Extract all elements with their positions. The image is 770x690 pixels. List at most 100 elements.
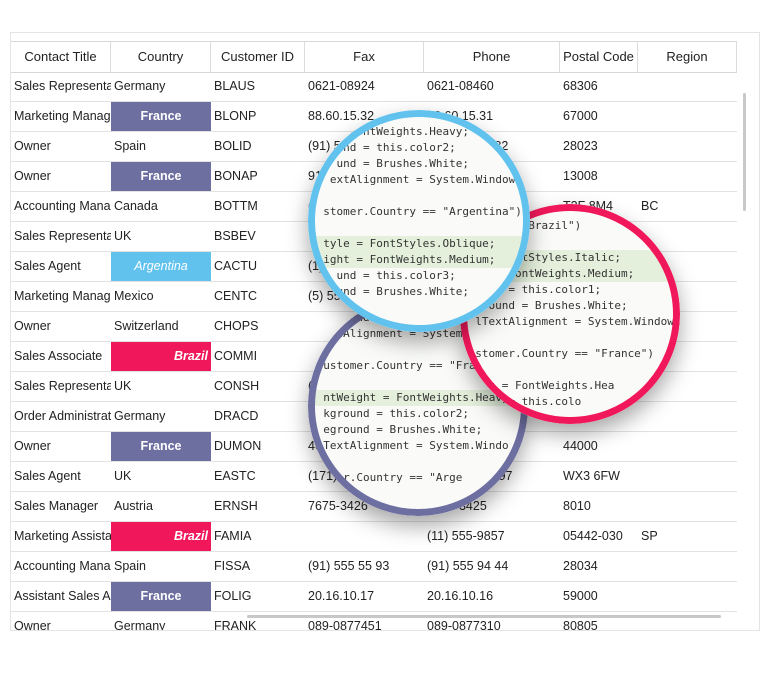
cell-contact-title: Sales Agent [14,469,81,483]
cell-fax: (91) 555 55 93 [308,559,390,573]
column-header-country[interactable]: Country [111,42,211,72]
code-line: und = this.color3; [310,269,456,282]
cell-phone: 20.16.10.16 [427,589,494,603]
cell-country: Spain [114,139,146,153]
code-line: ight = FontWeights.Medium; [308,252,530,268]
cell-contact-title: Owner [14,439,51,453]
cell-customer-id: CONSH [214,379,260,393]
code-line: und = this.colo [462,395,582,408]
table-row[interactable]: Marketing AssistantBrazilFAMIA (11) 555-9… [11,522,737,552]
table-row[interactable]: Owner Germany FRANK 089-0877451 089-0877310 8… [11,612,737,631]
code-line: und = Brushes.White; [310,157,469,170]
cell-country: Austria [114,499,153,513]
cell-country: France [111,162,211,191]
code-line: stomer.Country == "France") [462,347,655,360]
cell-phone: (11) 555-9857 [427,529,505,543]
code-line: eground = Brushes.White; [310,423,483,436]
cell-customer-id: DRACD [214,409,259,423]
cell-customer-id: FOLIG [214,589,252,603]
cell-contact-title: Sales Manager [14,499,99,513]
cell-region [638,72,737,101]
cell-customer-id: BOTTM [214,199,258,213]
cell-region [638,552,737,581]
grid-header-row: Contact Title Country Customer ID Fax Ph… [11,41,737,73]
cell-customer-id: FISSA [214,559,251,573]
code-line: = FontWeights.Heavy; [310,125,469,138]
cell-country: Mexico [114,289,154,303]
cell-postal-code: 8010 [563,499,591,513]
column-header-contact-title[interactable]: Contact Title [11,42,111,72]
cell-customer-id: EASTC [214,469,256,483]
cell-postal-code: 59000 [563,589,598,603]
cell-country: Brazil [111,342,211,371]
cell-region: SP [641,529,658,543]
cell-customer-id: BONAP [214,169,258,183]
cell-contact-title: Sales Associate [14,349,103,363]
column-header-region[interactable]: Region [638,42,737,72]
cell-contact-title: Owner [14,619,51,631]
cell-fax: 089-0877451 [308,619,382,631]
cell-contact-title: Owner [14,169,51,183]
horizontal-scrollbar[interactable] [247,615,721,618]
cell-contact-title: Sales Agent [14,259,81,273]
cell-contact-title: Order Administrator [14,409,111,423]
table-row[interactable]: Sales RepresentativeGermany BLAUS 0621-089… [11,72,737,102]
cell-postal-code: 13008 [563,169,598,183]
column-header-postal-code[interactable]: Postal Code [560,42,638,72]
cell-region [638,492,737,521]
code-line: tyle = FontStyles.Oblique; [308,236,530,252]
cell-region [638,132,737,161]
cell-customer-id: FRANK [214,619,257,631]
cell-contact-title: Accounting Manager [14,199,111,213]
cell-postal-code: WX3 6FW [563,469,620,483]
code-line: ntWeight = FontWeights.Heavy; [308,390,528,406]
cell-country: Spain [114,559,146,573]
cell-country: France [111,432,211,461]
cell-country: Brazil [111,522,211,551]
cell-customer-id: BLAUS [214,79,255,93]
code-line: t = FontWeights.Hea [462,379,615,392]
cell-customer-id: ERNSH [214,499,258,513]
column-header-customer-id[interactable]: Customer ID [211,42,305,72]
cell-fax: 20.16.10.17 [308,589,375,603]
cell-country: UK [114,379,132,393]
magnifier-lens-argentina: = FontWeights.Heavy; und = this.color2; … [308,110,530,332]
cell-contact-title: Marketing Manager [14,109,111,123]
cell-region [638,582,737,611]
cell-country: Argentina [111,252,211,281]
code-line: lTextAlignment = System.Windows [462,315,680,328]
code-line: extAlignment = System.Windows.Te [310,173,530,186]
code-line: und = this.color2; [310,141,456,154]
cell-postal-code: 05442-030 [563,529,623,543]
code-line [308,188,530,204]
cell-phone: 0621-08460 [427,79,494,93]
code-line [308,220,530,236]
cell-customer-id: CACTU [214,259,258,273]
code-line: kground = this.color2; [310,407,469,420]
cell-region [638,162,737,191]
cell-contact-title: Owner [14,319,51,333]
cell-contact-title: Sales Representative [14,229,111,243]
column-header-phone[interactable]: Phone [424,42,560,72]
cell-region [638,432,737,461]
table-row[interactable]: Accounting ManagerSpain FISSA (91) 555 55 … [11,552,737,582]
cell-region [638,462,737,491]
cell-contact-title: Marketing Assistant [14,529,111,543]
vertical-scrollbar[interactable] [743,93,746,211]
cell-postal-code: 67000 [563,109,598,123]
code-line: TextAlignment = System.Windo [310,439,509,452]
cell-customer-id: FAMIA [214,529,252,543]
cell-phone: (91) 555 94 44 [427,559,509,573]
table-row[interactable]: Assistant Sales AgentFranceFOLIG 20.16.10… [11,582,737,612]
column-header-fax[interactable]: Fax [305,42,424,72]
cell-country: Germany [114,619,166,631]
cell-contact-title: Marketing Manager [14,289,111,303]
cell-country: France [111,582,211,611]
cell-customer-id: CHOPS [214,319,259,333]
cell-customer-id: DUMON [214,439,262,453]
code-line [308,454,528,470]
code-line: stomer.Country == "Argentina") [310,205,522,218]
cell-customer-id: BSBEV [214,229,256,243]
cell-contact-title: Assistant Sales Agent [14,589,111,603]
cell-country: UK [114,469,132,483]
